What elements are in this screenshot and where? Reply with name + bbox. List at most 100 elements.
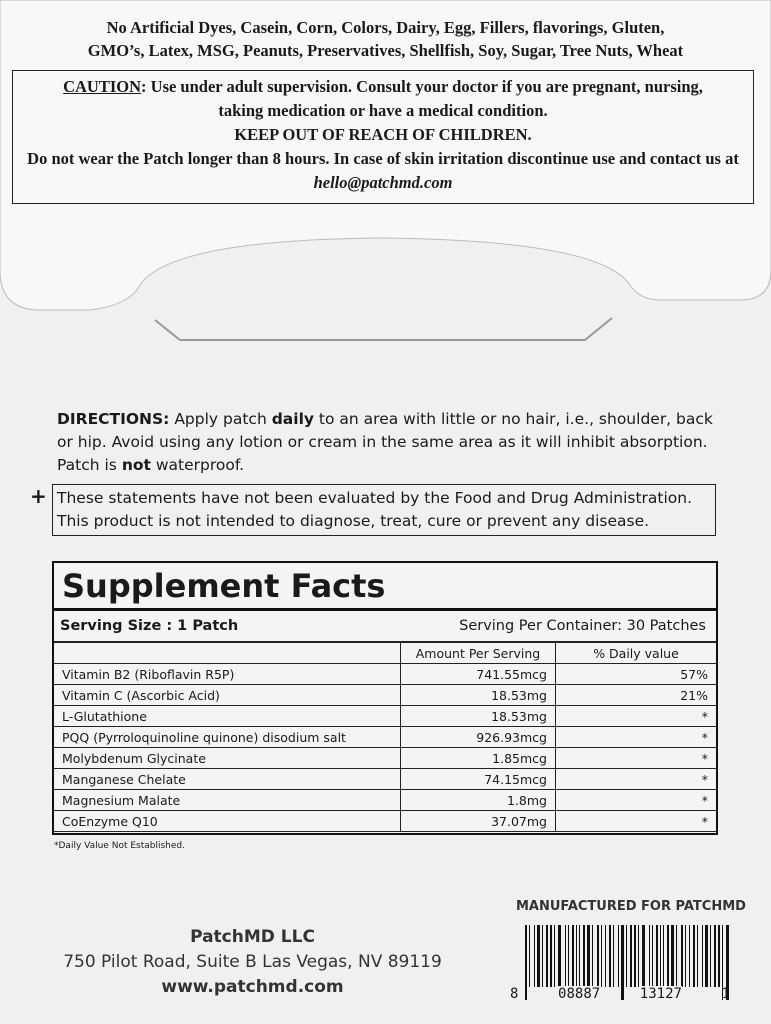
barcode-bar xyxy=(660,925,661,987)
barcode-bar xyxy=(638,925,639,987)
footnote: *Daily Value Not Established. xyxy=(54,841,185,851)
barcode-bar xyxy=(529,925,530,987)
facts-row: Vitamin C (Ascorbic Acid) 18.53mg 21% xyxy=(54,684,716,706)
disclaimer: These statements have not been evaluated… xyxy=(52,484,716,536)
header-cell xyxy=(54,642,401,664)
barcode-bar xyxy=(697,925,698,987)
barcode-bar xyxy=(676,925,677,987)
barcode-bar xyxy=(681,925,683,987)
barcode-bar xyxy=(705,925,708,987)
facts-row: CoEnzyme Q10 37.07mg * xyxy=(54,810,716,832)
barcode-bar xyxy=(597,925,599,987)
barcode-bar xyxy=(671,925,674,987)
barcode-bar xyxy=(601,925,602,987)
keep-out: KEEP OUT OF REACH OF CHILDREN. xyxy=(234,125,532,144)
facts-cell: 21% xyxy=(555,684,716,706)
barcode-bar xyxy=(525,925,527,1000)
allergen-list: No Artificial Dyes, Casein, Corn, Colors… xyxy=(0,16,771,62)
directions-label: DIRECTIONS: xyxy=(57,410,170,428)
barcode-bar xyxy=(592,925,593,987)
barcode-digits: 8 08887 13127 1 xyxy=(510,986,730,1002)
barcode-bar xyxy=(579,925,580,987)
barcode-bar xyxy=(626,925,627,987)
barcode-bar xyxy=(634,925,636,987)
facts-table: Amount Per Serving % Daily value Vitamin… xyxy=(54,642,716,832)
barcode-bar xyxy=(714,925,716,987)
facts-cell: Vitamin C (Ascorbic Acid) xyxy=(54,684,401,706)
facts-row: Magnesium Malate 1.8mg * xyxy=(54,789,716,811)
allergen-line: GMO’s, Latex, MSG, Peanuts, Preservative… xyxy=(87,41,684,60)
facts-row: Molybdenum Glycinate 1.85mcg * xyxy=(54,747,716,769)
facts-cell: * xyxy=(555,705,716,727)
facts-row: L-Glutathione 18.53mg * xyxy=(54,705,716,727)
facts-title: Supplement Facts xyxy=(54,563,716,611)
facts-cell: 741.55mcg xyxy=(400,663,556,685)
barcode-bar xyxy=(605,925,606,987)
barcode-bar xyxy=(689,925,690,987)
caution-text: : Use under adult supervision. Consult y… xyxy=(141,77,703,120)
barcode-bar xyxy=(693,925,695,987)
facts-cell: L-Glutathione xyxy=(54,705,401,727)
barcode-bar xyxy=(558,925,561,987)
facts-cell: 18.53mg xyxy=(400,705,556,727)
header-cell: % Daily value xyxy=(555,642,716,664)
facts-cell: Molybdenum Glycinate xyxy=(54,747,401,769)
emphasis: not xyxy=(121,456,151,474)
serving-size: Serving Size : 1 Patch xyxy=(60,618,239,634)
facts-cell: 57% xyxy=(555,663,716,685)
barcode-heading: MANUFACTURED FOR PATCHMD xyxy=(516,899,746,914)
barcode-bar xyxy=(576,925,577,987)
facts-cell: PQQ (Pyrroloquinoline quinone) disodium … xyxy=(54,726,401,748)
barcode-bar xyxy=(554,925,555,987)
address: 750 Pilot Road, Suite B Las Vegas, NV 89… xyxy=(63,952,442,972)
supplement-facts: Supplement Facts Serving Size : 1 Patch … xyxy=(52,561,718,835)
facts-cell: 37.07mg xyxy=(400,810,556,832)
barcode-bar xyxy=(642,925,645,987)
barcode-bar xyxy=(618,925,619,987)
barcode-bar xyxy=(663,925,664,987)
directions: DIRECTIONS: Apply patch daily to an area… xyxy=(57,408,722,477)
barcode-bar xyxy=(546,925,548,987)
facts-cell: CoEnzyme Q10 xyxy=(54,810,401,832)
barcode-bar xyxy=(583,925,585,987)
barcode-bar xyxy=(710,925,711,987)
patch-warning: Do not wear the Patch longer than 8 hour… xyxy=(27,149,739,168)
facts-cell: 1.8mg xyxy=(400,789,556,811)
manufacturer: PatchMD LLC 750 Pilot Road, Suite B Las … xyxy=(40,925,465,1000)
directions-text: to an area with little or no hair, i.e.,… xyxy=(57,410,713,474)
facts-cell: * xyxy=(555,768,716,790)
barcode-bar xyxy=(649,925,650,987)
facts-cell: 1.85mcg xyxy=(400,747,556,769)
barcode-bar xyxy=(587,925,590,987)
barcode-bar xyxy=(537,925,540,987)
barcode-bar xyxy=(550,925,552,987)
servings-per-container: Serving Per Container: 30 Patches xyxy=(459,618,706,634)
facts-cell: * xyxy=(555,747,716,769)
allergen-line: No Artificial Dyes, Casein, Corn, Colors… xyxy=(106,18,665,37)
facts-row: Vitamin B2 (Riboflavin R5P) 741.55mcg 57% xyxy=(54,663,716,685)
facts-cell: * xyxy=(555,810,716,832)
company: PatchMD LLC xyxy=(190,927,315,947)
barcode-bar xyxy=(572,925,574,987)
barcode-bar xyxy=(534,925,535,987)
barcode-bar xyxy=(565,925,566,987)
barcode-bar xyxy=(613,925,614,987)
barcode-digit: 8 xyxy=(510,986,519,1002)
barcode-bar xyxy=(542,925,543,987)
barcode-digit: 13127 xyxy=(639,986,682,1002)
facts-cell: Magnesium Malate xyxy=(54,789,401,811)
facts-cell: Manganese Chelate xyxy=(54,768,401,790)
facts-cell: * xyxy=(555,789,716,811)
directions-text: waterproof. xyxy=(150,456,245,474)
barcode-bar xyxy=(621,925,624,1000)
facts-cell: * xyxy=(555,726,716,748)
disclaimer-mark: + xyxy=(30,484,47,508)
barcode-bar xyxy=(568,925,569,987)
facts-cell: 926.93mcg xyxy=(400,726,556,748)
barcode-bar xyxy=(667,925,669,987)
barcode-bar xyxy=(718,925,720,987)
caution-box: CAUTION: Use under adult supervision. Co… xyxy=(12,70,754,204)
barcode-bar xyxy=(685,925,686,987)
